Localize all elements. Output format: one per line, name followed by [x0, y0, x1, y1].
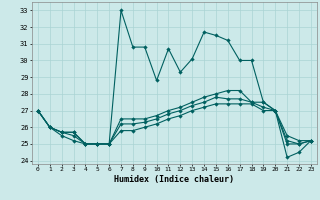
X-axis label: Humidex (Indice chaleur): Humidex (Indice chaleur): [115, 175, 234, 184]
